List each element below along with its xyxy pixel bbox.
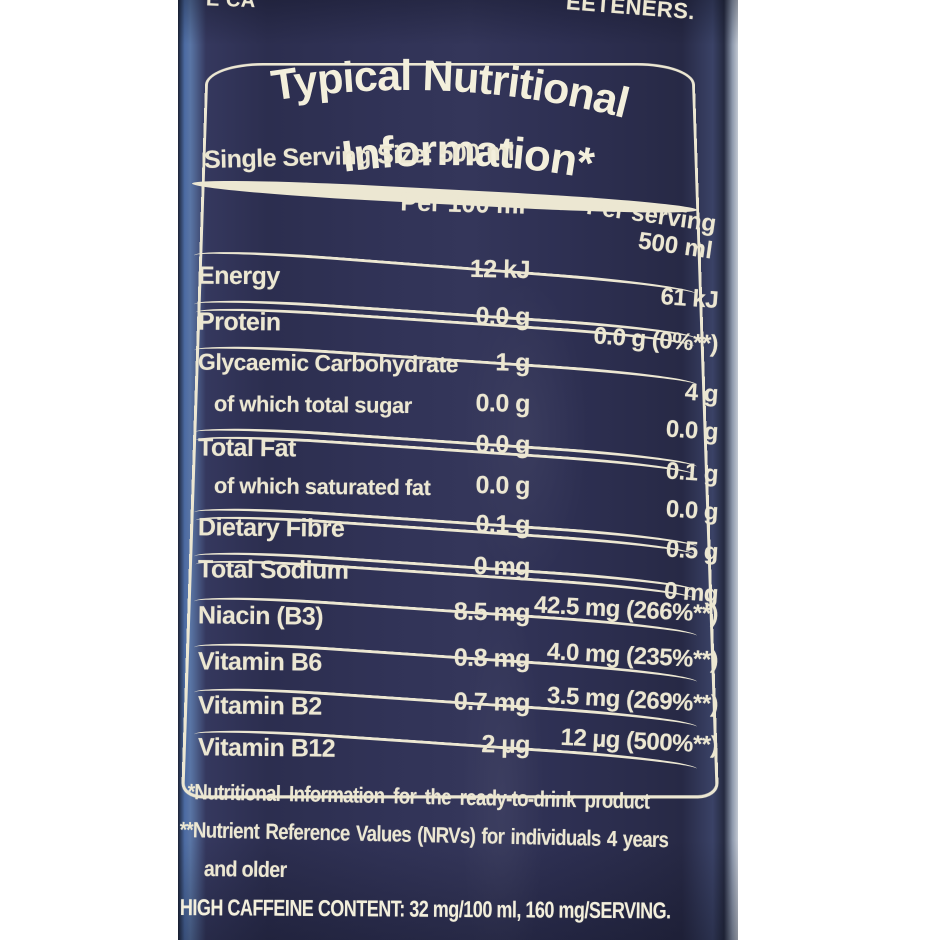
- nutrient-label: Vitamin B6: [197, 647, 322, 677]
- energy-drink-can: E CA EETENERS. Typical Nutritional Infor…: [178, 0, 738, 940]
- label-title: Typical Nutritional Information*: [268, 52, 634, 189]
- caffeine-warning: HIGH CAFFEINE CONTENT: 32 mg/100 ml, 160…: [179, 894, 671, 924]
- nutrient-label: Dietary Fibre: [197, 513, 345, 543]
- nutrient-label: Protein: [197, 307, 281, 337]
- top-cutoff-text-right-label: EETENERS.: [566, 0, 697, 25]
- nutrient-label: Niacin (B3): [197, 601, 324, 631]
- svg-text:Typical Nutritional: Typical Nutritional: [268, 52, 633, 128]
- footnote-nrv-line2: and older: [203, 856, 287, 883]
- top-cutoff-text-left-label: E CA: [206, 0, 257, 12]
- nutrient-label: Vitamin B12: [197, 733, 336, 763]
- footnote-nrv-line1: **Nutrient Reference Values (NRVs) for i…: [179, 817, 669, 853]
- nutrient-label: Vitamin B2: [197, 691, 322, 721]
- label-title-line1: Typical Nutritional: [268, 52, 634, 128]
- nutrient-label: Total Fat: [197, 433, 296, 463]
- top-cutoff-text-left: E CA: [206, 0, 296, 12]
- nutrient-label: Total Sodium: [197, 555, 349, 585]
- nutrient-label: Energy: [197, 261, 280, 291]
- top-cutoff-text-right: EETENERS.: [566, 0, 716, 27]
